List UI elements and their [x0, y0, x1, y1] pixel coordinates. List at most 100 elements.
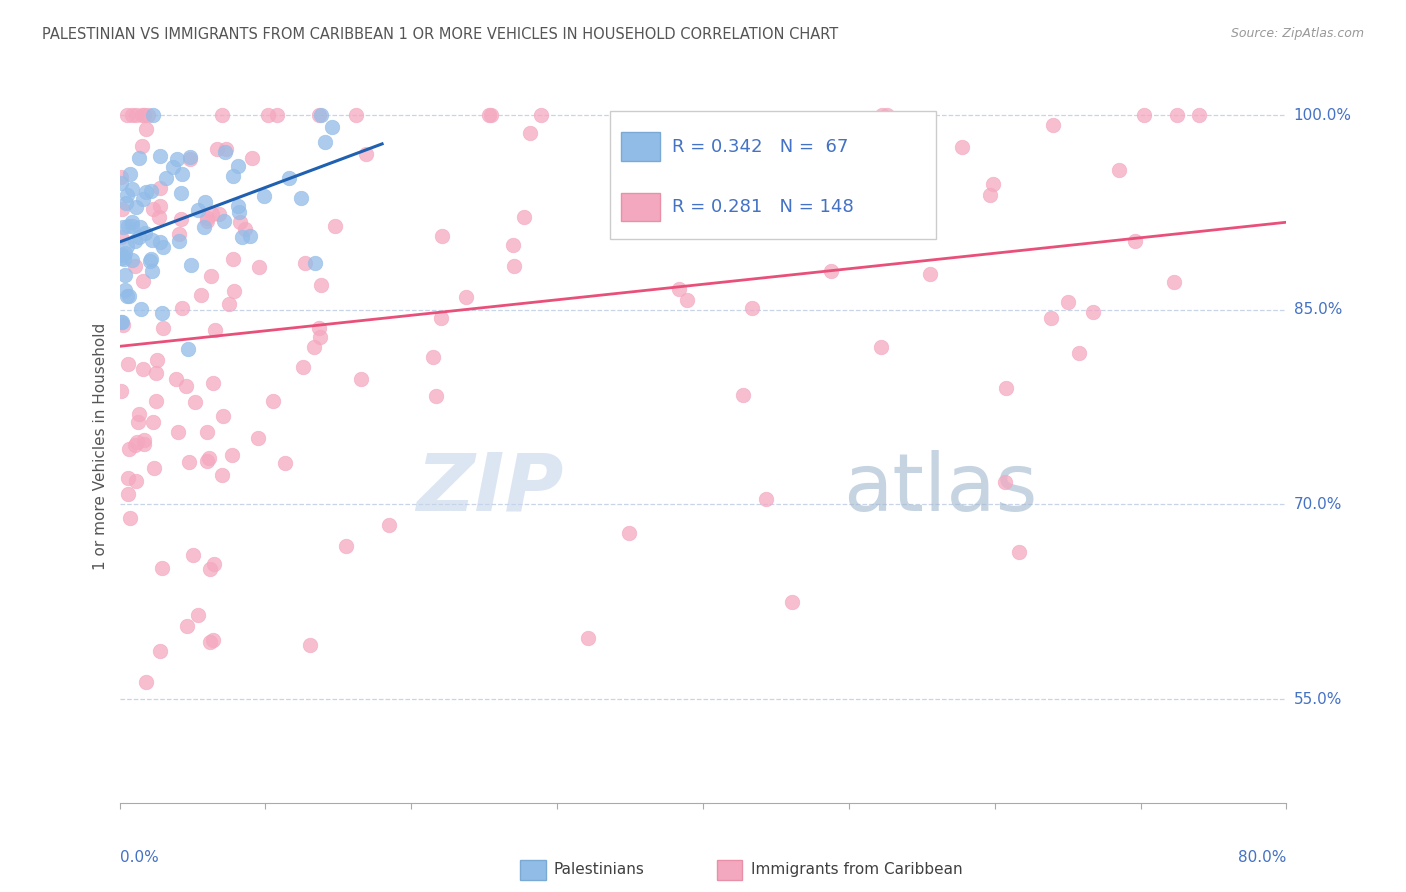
Point: [117, 471, 139, 485]
Point: [117, 358, 139, 372]
Point: [290, 191, 312, 205]
Point: [143, 461, 166, 475]
Point: [184, 394, 207, 409]
Point: [187, 202, 209, 217]
Point: [134, 226, 156, 240]
Point: [240, 151, 263, 165]
Point: [617, 525, 640, 540]
Point: [152, 321, 174, 335]
Point: [247, 431, 270, 445]
Point: [128, 152, 150, 166]
Point: [111, 202, 134, 216]
Point: [125, 200, 148, 214]
Point: [717, 151, 740, 165]
Point: [141, 264, 163, 278]
Point: [128, 219, 150, 234]
Text: 55.0%: 55.0%: [1294, 691, 1341, 706]
Point: [132, 274, 155, 288]
Point: [179, 149, 201, 163]
Point: [278, 171, 301, 186]
Point: [195, 214, 218, 228]
Point: [323, 219, 346, 233]
Point: [679, 140, 702, 154]
Point: [146, 353, 169, 368]
Point: [124, 234, 146, 248]
Point: [193, 194, 215, 209]
Point: [121, 182, 143, 196]
Point: [782, 595, 804, 609]
Point: [117, 486, 139, 500]
Point: [132, 433, 155, 447]
Point: [233, 222, 256, 236]
Point: [198, 451, 221, 466]
Text: Source: ZipAtlas.com: Source: ZipAtlas.com: [1230, 27, 1364, 40]
Point: [456, 290, 478, 304]
Point: [112, 318, 135, 332]
Point: [150, 561, 173, 575]
Point: [350, 372, 373, 386]
Y-axis label: 1 or more Vehicles in Household: 1 or more Vehicles in Household: [93, 322, 108, 570]
Point: [478, 108, 501, 122]
Point: [114, 283, 136, 297]
Point: [304, 256, 326, 270]
Point: [870, 108, 893, 122]
Point: [430, 229, 453, 244]
Point: [195, 211, 218, 225]
Point: [429, 310, 451, 325]
Point: [148, 211, 170, 225]
Point: [274, 456, 297, 470]
Point: [876, 108, 898, 122]
Point: [425, 389, 447, 403]
Point: [741, 301, 763, 315]
Point: [131, 108, 153, 122]
Point: [142, 415, 165, 429]
Point: [195, 454, 218, 468]
Point: [115, 238, 138, 252]
Point: [299, 638, 322, 652]
Point: [1069, 346, 1091, 360]
Point: [110, 315, 132, 329]
Point: [135, 185, 157, 199]
Text: 70.0%: 70.0%: [1294, 497, 1341, 512]
Point: [142, 202, 165, 217]
Point: [212, 213, 235, 227]
Point: [110, 170, 132, 185]
Point: [149, 199, 172, 213]
Point: [187, 608, 209, 623]
Point: [221, 448, 243, 462]
Point: [519, 126, 541, 140]
Text: ZIP: ZIP: [416, 450, 562, 528]
Point: [311, 277, 333, 292]
Point: [150, 306, 173, 320]
Point: [121, 108, 143, 122]
Point: [114, 246, 136, 260]
Point: [132, 108, 155, 122]
Point: [502, 238, 524, 252]
Point: [132, 362, 155, 376]
Point: [166, 152, 188, 166]
Point: [211, 108, 233, 122]
Point: [918, 267, 941, 281]
Point: [1008, 545, 1031, 559]
Point: [131, 138, 153, 153]
Point: [1188, 108, 1211, 122]
Point: [530, 108, 553, 122]
Point: [1163, 275, 1185, 289]
Point: [118, 167, 141, 181]
Point: [214, 145, 236, 159]
Point: [162, 160, 184, 174]
Text: 85.0%: 85.0%: [1294, 302, 1341, 318]
Point: [576, 631, 599, 645]
Point: [170, 167, 193, 181]
Point: [138, 108, 160, 122]
Point: [149, 149, 172, 163]
Point: [215, 142, 238, 156]
Point: [118, 442, 141, 457]
Point: [195, 425, 218, 439]
Point: [502, 259, 524, 273]
Point: [121, 219, 143, 233]
Point: [294, 256, 316, 270]
Point: [135, 674, 157, 689]
Point: [356, 147, 378, 161]
Point: [155, 171, 177, 186]
